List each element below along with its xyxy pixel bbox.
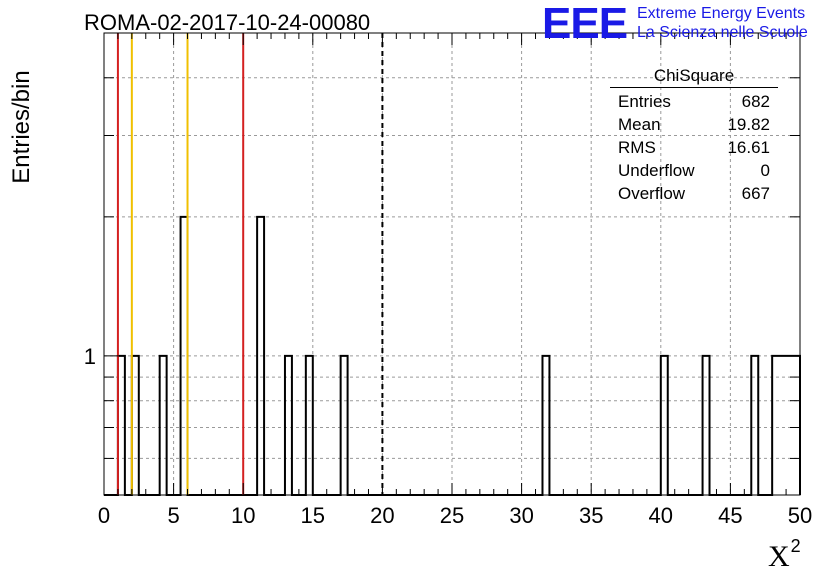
x-tick-label: 0 (98, 503, 110, 528)
y-axis-label: Entries/bin (8, 70, 35, 184)
x-tick-label: 40 (649, 503, 673, 528)
stat-label: Overflow (618, 184, 686, 203)
logo-caption: Extreme Energy Events La Scienza nelle S… (637, 4, 808, 42)
eee-logo: EEE (542, 0, 628, 48)
y-tick-label: 1 (84, 344, 96, 369)
logo-line-2: La Scienza nelle Scuole (637, 24, 808, 41)
chart-title: ROMA-02-2017-10-24-00080 (84, 10, 371, 35)
y-axis-label-wrap: Entries/bin (2, 52, 42, 202)
x-tick-label: 5 (167, 503, 179, 528)
stats-row: Entries 682 (610, 90, 778, 113)
stat-label: Underflow (618, 161, 695, 180)
stats-row: Mean 19.82 (610, 113, 778, 136)
stat-label: Mean (618, 115, 661, 134)
stat-value: 16.61 (727, 138, 770, 157)
stats-title: ChiSquare (610, 66, 778, 88)
stat-value: 667 (741, 184, 770, 203)
x-axis-label: X2 (768, 536, 801, 574)
stat-value: 19.82 (727, 115, 770, 134)
logo-line-1: Extreme Energy Events (637, 5, 806, 22)
stat-label: RMS (618, 138, 656, 157)
x-tick-label: 30 (509, 503, 533, 528)
stats-row: Underflow 0 (610, 159, 778, 182)
x-tick-label: 45 (718, 503, 742, 528)
stats-row: Overflow 667 (610, 182, 778, 205)
x-tick-label: 50 (788, 503, 812, 528)
x-tick-label: 20 (370, 503, 394, 528)
x-tick-label: 25 (440, 503, 464, 528)
stats-box: ChiSquare Entries 682 Mean 19.82 RMS 16.61 … (610, 66, 778, 205)
stat-value: 682 (741, 92, 770, 111)
x-axis-label-base: X (768, 540, 790, 573)
x-tick-label: 15 (301, 503, 325, 528)
x-axis-label-exponent: 2 (790, 536, 801, 556)
stat-label: Entries (618, 92, 671, 111)
x-tick-label: 35 (579, 503, 603, 528)
stat-value: 0 (760, 161, 770, 180)
stats-row: RMS 16.61 (610, 136, 778, 159)
x-tick-label: 10 (231, 503, 255, 528)
